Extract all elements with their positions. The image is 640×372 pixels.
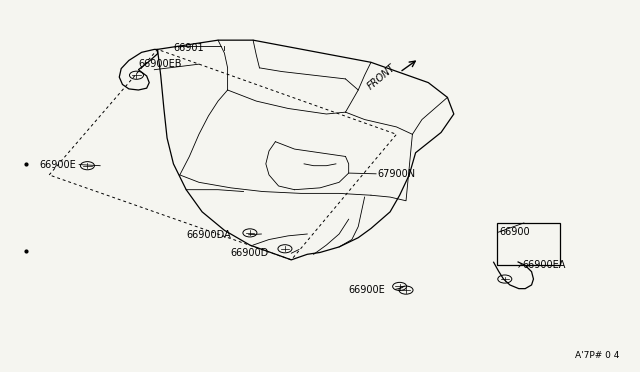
Text: 66900DA: 66900DA [186, 230, 231, 240]
Bar [497, 223, 559, 265]
Text: 66901: 66901 [173, 42, 204, 52]
Text: 66900E: 66900E [40, 160, 76, 170]
Text: 66900E: 66900E [349, 285, 385, 295]
Text: 66900: 66900 [500, 227, 531, 237]
Text: 66900D: 66900D [231, 248, 269, 258]
Text: 66900EB: 66900EB [138, 59, 182, 69]
Text: 67900N: 67900N [378, 169, 415, 179]
Text: FRONT: FRONT [366, 62, 398, 92]
Text: A'7P# 0 4: A'7P# 0 4 [575, 350, 620, 359]
Text: 66900EA: 66900EA [523, 260, 566, 270]
